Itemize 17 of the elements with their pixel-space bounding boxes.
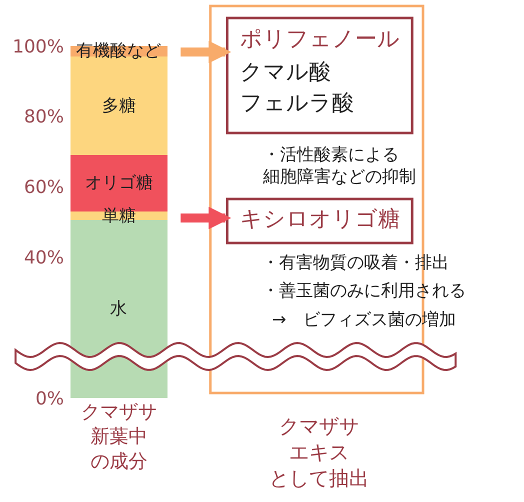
text: クマザサエキスとして抽出 [269,414,369,490]
y-tick-label: 100% [12,36,64,58]
text: ポリフェノール [240,27,400,52]
series-label: オリゴ糖 [85,173,153,193]
y-tick-label: 80% [24,106,64,128]
y-tick-label: 0% [35,388,64,410]
text: キシロオリゴ糖 [240,207,400,232]
series-label: 単糖 [102,206,136,226]
y-tick-label: 40% [24,248,64,268]
text: クマル酸 [240,60,331,85]
x-tick-label: クマザサ新葉中の成分 [80,401,157,472]
text: フェルラ酸 [240,91,354,116]
series-label: 水 [110,299,127,319]
y-tick-label: 60% [24,177,64,198]
legend-label: 有機酸など [76,41,161,61]
series-label: 多糖 [102,96,136,116]
text: ・活性酸素による細胞障害などの抑制 [262,145,416,188]
